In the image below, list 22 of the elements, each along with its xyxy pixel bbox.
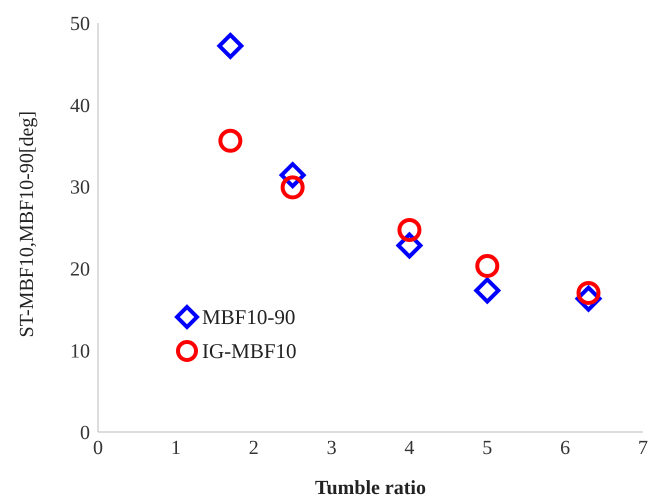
point (397, 218, 422, 242)
point (218, 128, 242, 153)
x-axis-title: Tumble ratio (315, 477, 426, 499)
x-tick-label: 3 (326, 437, 337, 460)
y-tick-label: 50 (70, 13, 90, 36)
x-tick-label: 5 (482, 437, 492, 460)
point (474, 277, 500, 304)
point (475, 254, 500, 278)
y-tick-label: 30 (70, 176, 90, 199)
y-axis-title: ST-MBF10,MBF10-90[deg] (16, 110, 38, 338)
x-tick-label: 2 (248, 437, 259, 460)
y-tick-label: 10 (70, 340, 90, 362)
x-tick-label: 6 (560, 437, 570, 460)
x-tick-label: 4 (404, 437, 414, 460)
y-tick-label: 0 (80, 422, 90, 444)
y-tick-label: 20 (70, 258, 90, 280)
legend-label: IG-MBF10 (202, 338, 297, 364)
x-tick-label: 1 (170, 437, 181, 460)
legend-label: MBF10-90 (202, 304, 296, 330)
point (217, 32, 244, 59)
y-tick-label: 40 (70, 94, 90, 117)
x-tick-label: 7 (638, 437, 648, 460)
